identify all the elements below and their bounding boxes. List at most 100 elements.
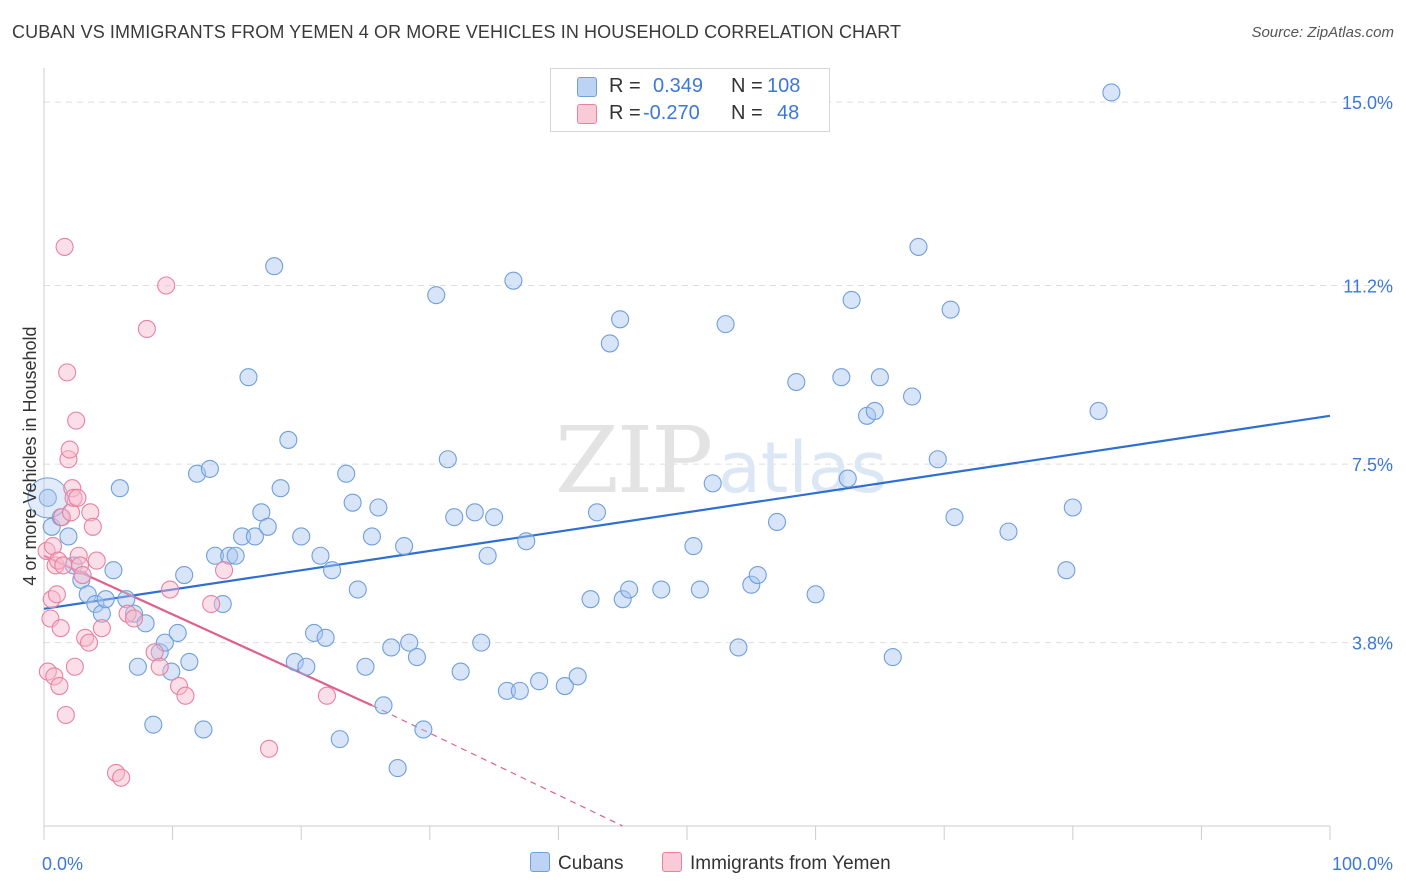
data-point-yemen	[58, 363, 77, 382]
data-point-cubans	[136, 614, 155, 633]
data-point-cubans	[59, 527, 78, 546]
data-point-cubans	[348, 580, 367, 599]
data-point-yemen	[63, 479, 82, 498]
series-yemen	[37, 237, 336, 787]
data-point-cubans	[600, 334, 619, 353]
gridlines	[44, 101, 1392, 644]
data-point-cubans	[305, 623, 324, 643]
data-point-cubans	[330, 730, 349, 749]
data-point-cubans	[297, 657, 316, 676]
data-point-cubans	[316, 628, 335, 647]
data-point-yemen	[46, 556, 65, 575]
data-point-cubans	[842, 290, 861, 310]
data-point-cubans	[1063, 498, 1082, 517]
chart-source: Source: ZipAtlas.com	[1251, 24, 1394, 41]
data-point-yemen	[79, 633, 99, 652]
data-point-cubans	[928, 450, 947, 469]
data-point-cubans	[343, 493, 362, 512]
series-cubans	[27, 83, 1121, 778]
legend-r-value: -0.270	[643, 102, 700, 124]
data-point-cubans	[128, 657, 147, 676]
data-point-cubans	[382, 638, 401, 657]
data-point-yemen	[112, 768, 131, 787]
data-point-cubans	[323, 561, 342, 580]
trend-line-cubans	[43, 414, 1331, 610]
data-point-cubans	[232, 527, 252, 546]
y-tick-label: 15.0%	[1342, 93, 1393, 113]
data-point-cubans	[652, 580, 671, 599]
data-point-cubans	[388, 759, 407, 778]
data-point-cubans	[407, 648, 426, 667]
legend-r-label: R =	[609, 75, 641, 97]
data-point-cubans	[239, 368, 258, 387]
data-point-cubans	[999, 522, 1018, 541]
bottom-legend-yemen: Immigrants from Yemen	[662, 852, 891, 875]
legend-r-value: 0.349	[653, 75, 704, 97]
data-point-cubans	[716, 315, 735, 334]
data-point-cubans	[427, 286, 446, 305]
data-point-cubans	[838, 469, 857, 488]
legend-n-value: 48	[777, 102, 800, 124]
data-point-cubans	[530, 672, 549, 691]
data-point-yemen	[87, 551, 106, 570]
data-point-cubans	[909, 237, 928, 256]
data-point-yemen	[214, 561, 234, 580]
data-point-cubans	[356, 657, 375, 676]
data-point-cubans	[150, 643, 169, 662]
data-point-cubans	[497, 681, 517, 700]
data-point-cubans	[285, 652, 304, 671]
data-point-yemen	[169, 677, 189, 696]
data-point-cubans	[485, 508, 504, 527]
data-point-cubans	[205, 546, 225, 565]
data-point-cubans	[1057, 561, 1076, 580]
bottom-legend-cubans: Cubans	[530, 852, 624, 875]
data-point-cubans	[86, 594, 105, 614]
data-point-cubans	[581, 590, 600, 609]
data-point-cubans	[690, 580, 709, 599]
data-point-yemen	[49, 551, 68, 570]
data-point-cubans	[1089, 401, 1108, 421]
legend-n-label: N =	[731, 75, 763, 97]
data-point-cubans	[168, 623, 187, 643]
data-point-yemen	[43, 537, 63, 556]
data-point-cubans	[883, 648, 902, 667]
data-point-cubans	[175, 566, 194, 585]
data-point-yemen	[42, 590, 61, 609]
data-point-cubans	[451, 662, 470, 681]
data-point-yemen	[176, 686, 195, 705]
tick-labels: 3.8% 7.5% 11.2% 15.0% 0.0% 100.0%	[42, 93, 1393, 874]
data-point-cubans	[870, 368, 889, 387]
legend-swatch-cubans	[577, 77, 597, 97]
data-point-cubans	[369, 498, 388, 517]
data-point-yemen	[55, 237, 74, 256]
axes	[43, 68, 1331, 840]
legend-row-yemen: R = -0.270 N = 48	[551, 100, 829, 128]
data-point-cubans	[265, 257, 284, 276]
data-point-yemen	[145, 643, 164, 662]
data-point-yemen	[69, 546, 88, 565]
data-point-cubans	[279, 430, 298, 449]
legend-row-cubans: R = 0.349 N = 108	[551, 73, 829, 101]
data-point-cubans	[245, 527, 264, 546]
data-point-cubans	[787, 372, 806, 392]
data-point-cubans	[587, 503, 607, 522]
data-point-cubans	[200, 459, 219, 478]
data-point-cubans	[362, 527, 381, 546]
chart-title: CUBAN VS IMMIGRANTS FROM YEMEN 4 OR MORE…	[12, 22, 902, 42]
data-point-cubans	[703, 474, 722, 493]
data-point-cubans	[945, 508, 964, 527]
watermark-atlas: atlas	[718, 427, 887, 509]
data-point-yemen	[83, 517, 102, 536]
data-point-yemen	[64, 488, 83, 507]
y-tick-label: 3.8%	[1352, 634, 1393, 654]
data-point-yemen	[47, 585, 66, 604]
data-point-cubans	[555, 677, 574, 696]
data-point-cubans	[292, 527, 311, 546]
data-point-cubans	[311, 546, 330, 565]
data-point-cubans	[684, 537, 703, 556]
y-tick-label: 11.2%	[1343, 277, 1393, 297]
data-point-cubans	[226, 546, 245, 565]
data-point-cubans	[941, 300, 960, 319]
data-point-cubans	[438, 450, 457, 469]
